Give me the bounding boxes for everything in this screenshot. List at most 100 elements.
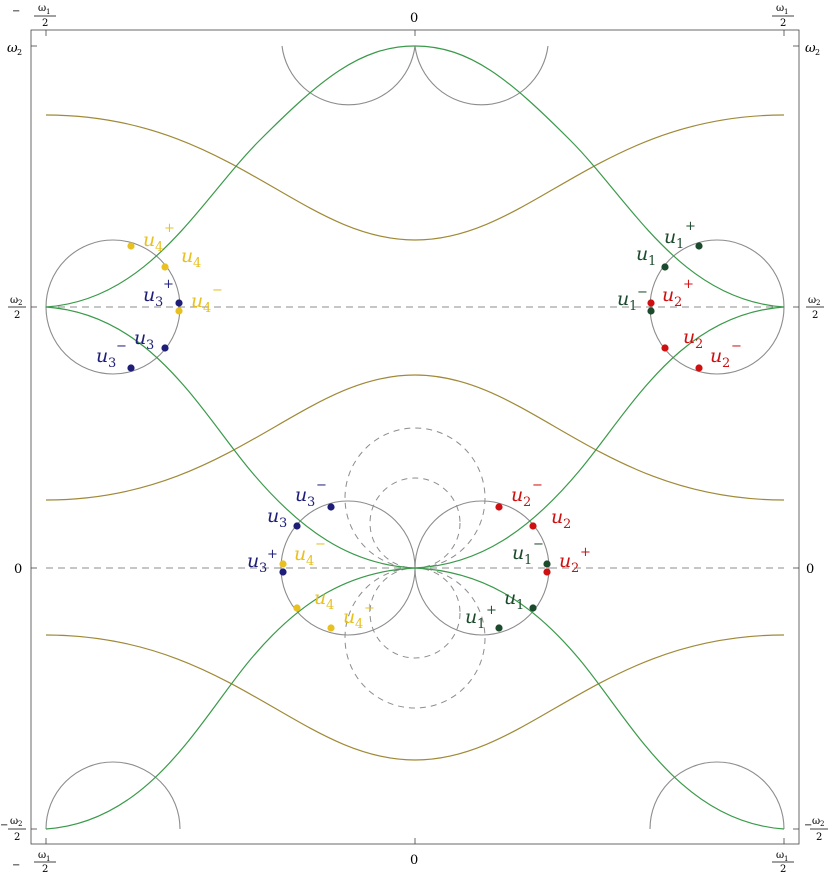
svg-text:u: u xyxy=(551,506,563,528)
label-u2-center: u 2 xyxy=(551,506,571,532)
svg-text:u: u xyxy=(662,284,674,306)
svg-text:1: 1 xyxy=(46,8,50,16)
point-u4-plus-left xyxy=(127,242,135,250)
label-u4-minus-left: u 4 − xyxy=(191,283,223,316)
point-u4-plus-center xyxy=(327,624,335,632)
svg-text:2: 2 xyxy=(571,561,579,576)
points-yellow xyxy=(127,242,335,632)
svg-text:u: u xyxy=(96,345,108,367)
svg-text:u: u xyxy=(191,290,203,312)
svg-text:u: u xyxy=(664,226,676,248)
svg-text:+: + xyxy=(683,277,694,292)
label-u3-minus-left: u 3 − xyxy=(96,339,127,371)
svg-text:2: 2 xyxy=(523,495,531,510)
svg-text:2: 2 xyxy=(816,299,820,307)
svg-text:u: u xyxy=(143,229,155,251)
label-u4-left: u 4 xyxy=(181,245,201,271)
svg-text:−: − xyxy=(12,860,20,871)
svg-text:+: + xyxy=(580,545,591,560)
svg-text:2: 2 xyxy=(820,820,824,828)
svg-text:1: 1 xyxy=(629,299,637,314)
svg-text:ω: ω xyxy=(7,41,18,56)
svg-text:−: − xyxy=(212,283,223,298)
svg-text:1: 1 xyxy=(676,237,684,252)
svg-text:ω: ω xyxy=(10,295,18,306)
point-u4-minus-left xyxy=(175,307,183,315)
svg-text:ω: ω xyxy=(812,816,820,827)
svg-text:−: − xyxy=(637,285,648,300)
svg-text:+: + xyxy=(685,219,696,234)
svg-text:3: 3 xyxy=(155,295,163,310)
label-u4-center: u 4 xyxy=(314,587,334,613)
svg-text:1: 1 xyxy=(516,598,524,613)
label-u3-minus-center: u 3 − xyxy=(295,478,327,510)
point-u1-right xyxy=(661,263,669,271)
svg-text:4: 4 xyxy=(203,301,211,316)
bottom-left-tick-label: − ω 1 2 xyxy=(12,850,56,875)
point-u2-plus-right xyxy=(647,299,655,307)
svg-text:2: 2 xyxy=(42,864,48,875)
points-navy xyxy=(127,299,335,576)
point-u3-plus-left xyxy=(175,299,183,307)
top-right-tick-label: ω 1 2 xyxy=(772,3,794,29)
label-u2-plus-right: u 2 + xyxy=(662,277,694,310)
svg-text:1: 1 xyxy=(524,553,532,568)
right-bottom-tick-label: − ω 2 2 xyxy=(804,816,828,843)
label-u1-minus-right: u 1 − xyxy=(617,285,648,314)
svg-text:u: u xyxy=(512,542,524,564)
label-u3-plus-center: u 3 + xyxy=(247,547,278,576)
label-u2-minus-center: u 2 − xyxy=(511,478,543,510)
label-u1-center: u 1 xyxy=(504,587,524,613)
point-u3-minus-center xyxy=(327,503,335,511)
svg-text:ω: ω xyxy=(38,3,46,14)
points-darkgreen xyxy=(495,242,703,632)
point-u2-plus-center xyxy=(543,568,551,576)
svg-text:u: u xyxy=(504,587,516,609)
bottom-right-tick-label: ω 1 2 xyxy=(772,850,794,875)
svg-text:1: 1 xyxy=(784,855,788,863)
svg-text:u: u xyxy=(295,484,307,506)
svg-text:2: 2 xyxy=(563,517,571,532)
svg-text:u: u xyxy=(683,326,695,348)
points-red xyxy=(495,299,703,576)
label-u1-plus-center: u 1 + xyxy=(465,603,497,632)
svg-text:4: 4 xyxy=(193,256,201,271)
svg-text:ω: ω xyxy=(776,3,784,14)
label-u4-minus-center: u 4 − xyxy=(294,537,326,569)
svg-text:2: 2 xyxy=(14,832,20,843)
svg-text:u: u xyxy=(465,606,477,628)
svg-text:u: u xyxy=(636,243,648,265)
point-u2-center xyxy=(529,522,537,530)
svg-text:2: 2 xyxy=(816,832,822,843)
olive-curves xyxy=(45,114,785,761)
right-zero-tick-label: 0 xyxy=(806,562,814,577)
right-mid-tick-label: ω 2 2 xyxy=(806,295,824,321)
svg-text:u: u xyxy=(134,327,146,349)
svg-text:u: u xyxy=(559,550,571,572)
svg-text:+: + xyxy=(364,601,375,616)
bottom-right-arc xyxy=(649,761,785,830)
svg-text:2: 2 xyxy=(18,299,22,307)
point-u3-plus-center xyxy=(279,568,287,576)
point-u1-minus-right xyxy=(647,307,655,315)
svg-text:2: 2 xyxy=(812,310,818,321)
svg-text:u: u xyxy=(267,505,279,527)
svg-text:u: u xyxy=(710,345,722,367)
top-right-arc xyxy=(414,45,549,106)
svg-text:ω: ω xyxy=(808,295,816,306)
point-u2-right xyxy=(661,344,669,352)
label-u4-plus-left: u 4 + xyxy=(143,221,175,255)
svg-text:−: − xyxy=(533,537,544,552)
label-u1-minus-center: u 1 − xyxy=(512,537,544,568)
bottom-center-tick-label: 0 xyxy=(410,853,418,868)
point-u4-center xyxy=(293,604,301,612)
svg-text:2: 2 xyxy=(780,18,786,29)
svg-text:−: − xyxy=(0,820,8,831)
svg-text:2: 2 xyxy=(695,337,703,352)
svg-text:−: − xyxy=(12,6,20,17)
point-u1-plus-center xyxy=(495,624,503,632)
point-u1-center xyxy=(529,604,537,612)
point-u4-minus-center xyxy=(279,560,287,568)
svg-text:1: 1 xyxy=(784,8,788,16)
